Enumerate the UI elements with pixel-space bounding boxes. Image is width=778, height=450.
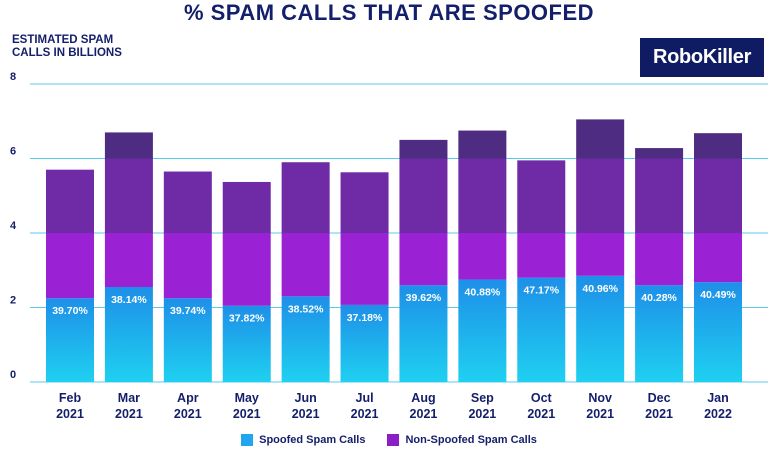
bar-spoofed [576, 275, 625, 382]
bar-nonspoofed [222, 233, 271, 306]
bar-spoofed [458, 279, 507, 382]
data-label: 40.88% [465, 287, 501, 299]
x-tick-label: Jul [356, 391, 374, 405]
data-label: 40.28% [641, 292, 677, 304]
bar-nonspoofed [104, 132, 153, 159]
bar-nonspoofed [222, 181, 271, 233]
bar-spoofed [340, 304, 389, 382]
data-label: 39.62% [406, 292, 442, 304]
x-tick-label: Aug [411, 391, 435, 405]
bar-nonspoofed [281, 233, 330, 297]
x-tick-label: Oct [531, 391, 553, 405]
legend-swatch-spoofed [241, 434, 254, 446]
x-tick-label: Sep [471, 391, 494, 405]
bar-nonspoofed [163, 171, 212, 233]
x-tick-label: 2021 [233, 407, 261, 421]
bar-nonspoofed [46, 169, 94, 233]
x-tick-label: Jan [707, 391, 729, 405]
x-tick-label: Nov [588, 391, 612, 405]
x-tick-label: Jun [295, 391, 317, 405]
bar-nonspoofed [576, 233, 625, 276]
robokiller-logo: RoboKiller [640, 38, 764, 77]
x-tick-label: Dec [648, 391, 671, 405]
y-tick-label: 2 [10, 295, 16, 307]
bar-nonspoofed [694, 158, 742, 233]
bar-nonspoofed [46, 233, 94, 299]
x-tick-label: 2021 [115, 407, 143, 421]
bar-spoofed [399, 285, 448, 382]
bar-nonspoofed [399, 233, 448, 286]
bars [46, 119, 742, 382]
bar-spoofed [281, 296, 330, 382]
x-tick-label: 2021 [468, 407, 496, 421]
bar-nonspoofed [340, 233, 389, 305]
x-tick-label: 2021 [527, 407, 555, 421]
legend-label-spoofed: Spoofed Spam Calls [259, 434, 366, 446]
data-label: 37.82% [229, 313, 265, 325]
x-tick-label: 2021 [586, 407, 614, 421]
bar-nonspoofed [163, 233, 212, 299]
data-label: 47.17% [523, 285, 559, 297]
x-tick-label: 2022 [704, 407, 732, 421]
x-tick-label: 2021 [351, 407, 379, 421]
legend-swatch-nonspoofed [387, 434, 400, 446]
bar-nonspoofed [576, 119, 625, 159]
bar-nonspoofed [635, 233, 684, 286]
bar-nonspoofed [458, 130, 507, 159]
bar-nonspoofed [576, 158, 625, 233]
data-label: 40.96% [582, 283, 618, 295]
x-tick-label: 2021 [174, 407, 202, 421]
legend: Spoofed Spam Calls Non-Spoofed Spam Call… [0, 434, 778, 446]
bar-nonspoofed [104, 158, 153, 233]
y-tick-label: 4 [10, 220, 17, 232]
bar-nonspoofed [340, 172, 389, 233]
bar-nonspoofed [458, 158, 507, 233]
legend-item-nonspoofed: Non-Spoofed Spam Calls [387, 434, 537, 446]
data-label: 38.52% [288, 303, 324, 315]
bar-spoofed [46, 298, 94, 382]
bar-spoofed [163, 298, 212, 382]
x-tick-label: Mar [118, 391, 140, 405]
y-tick-label: 0 [10, 369, 16, 381]
data-label: 38.14% [111, 294, 147, 306]
bar-nonspoofed [281, 162, 330, 233]
bar-nonspoofed [694, 233, 742, 283]
bar-spoofed [222, 305, 271, 382]
bar-spoofed [517, 277, 566, 382]
legend-label-nonspoofed: Non-Spoofed Spam Calls [405, 434, 537, 446]
chart-title: % SPAM CALLS THAT ARE SPOOFED [183, 0, 595, 25]
bar-nonspoofed [517, 233, 566, 278]
y-axis-label: ESTIMATED SPAM CALLS IN BILLIONS [12, 34, 122, 59]
x-tick-label: Apr [177, 391, 199, 405]
data-label: 39.70% [52, 305, 88, 317]
data-label: 40.49% [700, 289, 736, 301]
bar-nonspoofed [694, 133, 742, 159]
bar-nonspoofed [635, 148, 684, 159]
x-tick-label: 2021 [645, 407, 673, 421]
x-tick-label: 2021 [56, 407, 84, 421]
labels: 39.70% Feb 2021 38.14% Mar 2021 39.74% Apr 2021 3… [52, 283, 736, 421]
bar-nonspoofed [399, 158, 448, 233]
x-tick-label: Feb [59, 391, 82, 405]
bar-spoofed [694, 282, 742, 382]
bar-nonspoofed [399, 139, 448, 159]
y-tick-label: 6 [10, 146, 16, 158]
bar-nonspoofed [104, 233, 153, 288]
data-label: 39.74% [170, 305, 206, 317]
y-tick-label: 8 [10, 71, 16, 83]
bar-nonspoofed [635, 158, 684, 233]
x-tick-label: May [235, 391, 259, 405]
x-tick-label: 2021 [410, 407, 438, 421]
legend-item-spoofed: Spoofed Spam Calls [241, 434, 365, 446]
bar-nonspoofed [458, 233, 507, 280]
bar-spoofed [104, 287, 153, 382]
data-label: 37.18% [347, 312, 383, 324]
bar-spoofed [635, 285, 684, 382]
x-tick-label: 2021 [292, 407, 320, 421]
bar-nonspoofed [517, 160, 566, 233]
